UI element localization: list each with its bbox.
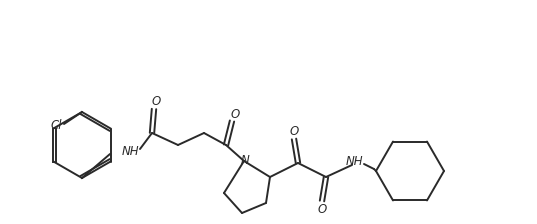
Text: O: O <box>230 108 240 121</box>
Text: O: O <box>317 202 326 215</box>
Text: NH: NH <box>345 155 363 168</box>
Text: O: O <box>151 95 161 108</box>
Text: NH: NH <box>121 144 139 157</box>
Text: N: N <box>241 153 249 166</box>
Text: Cl: Cl <box>50 118 62 131</box>
Text: O: O <box>289 125 299 138</box>
